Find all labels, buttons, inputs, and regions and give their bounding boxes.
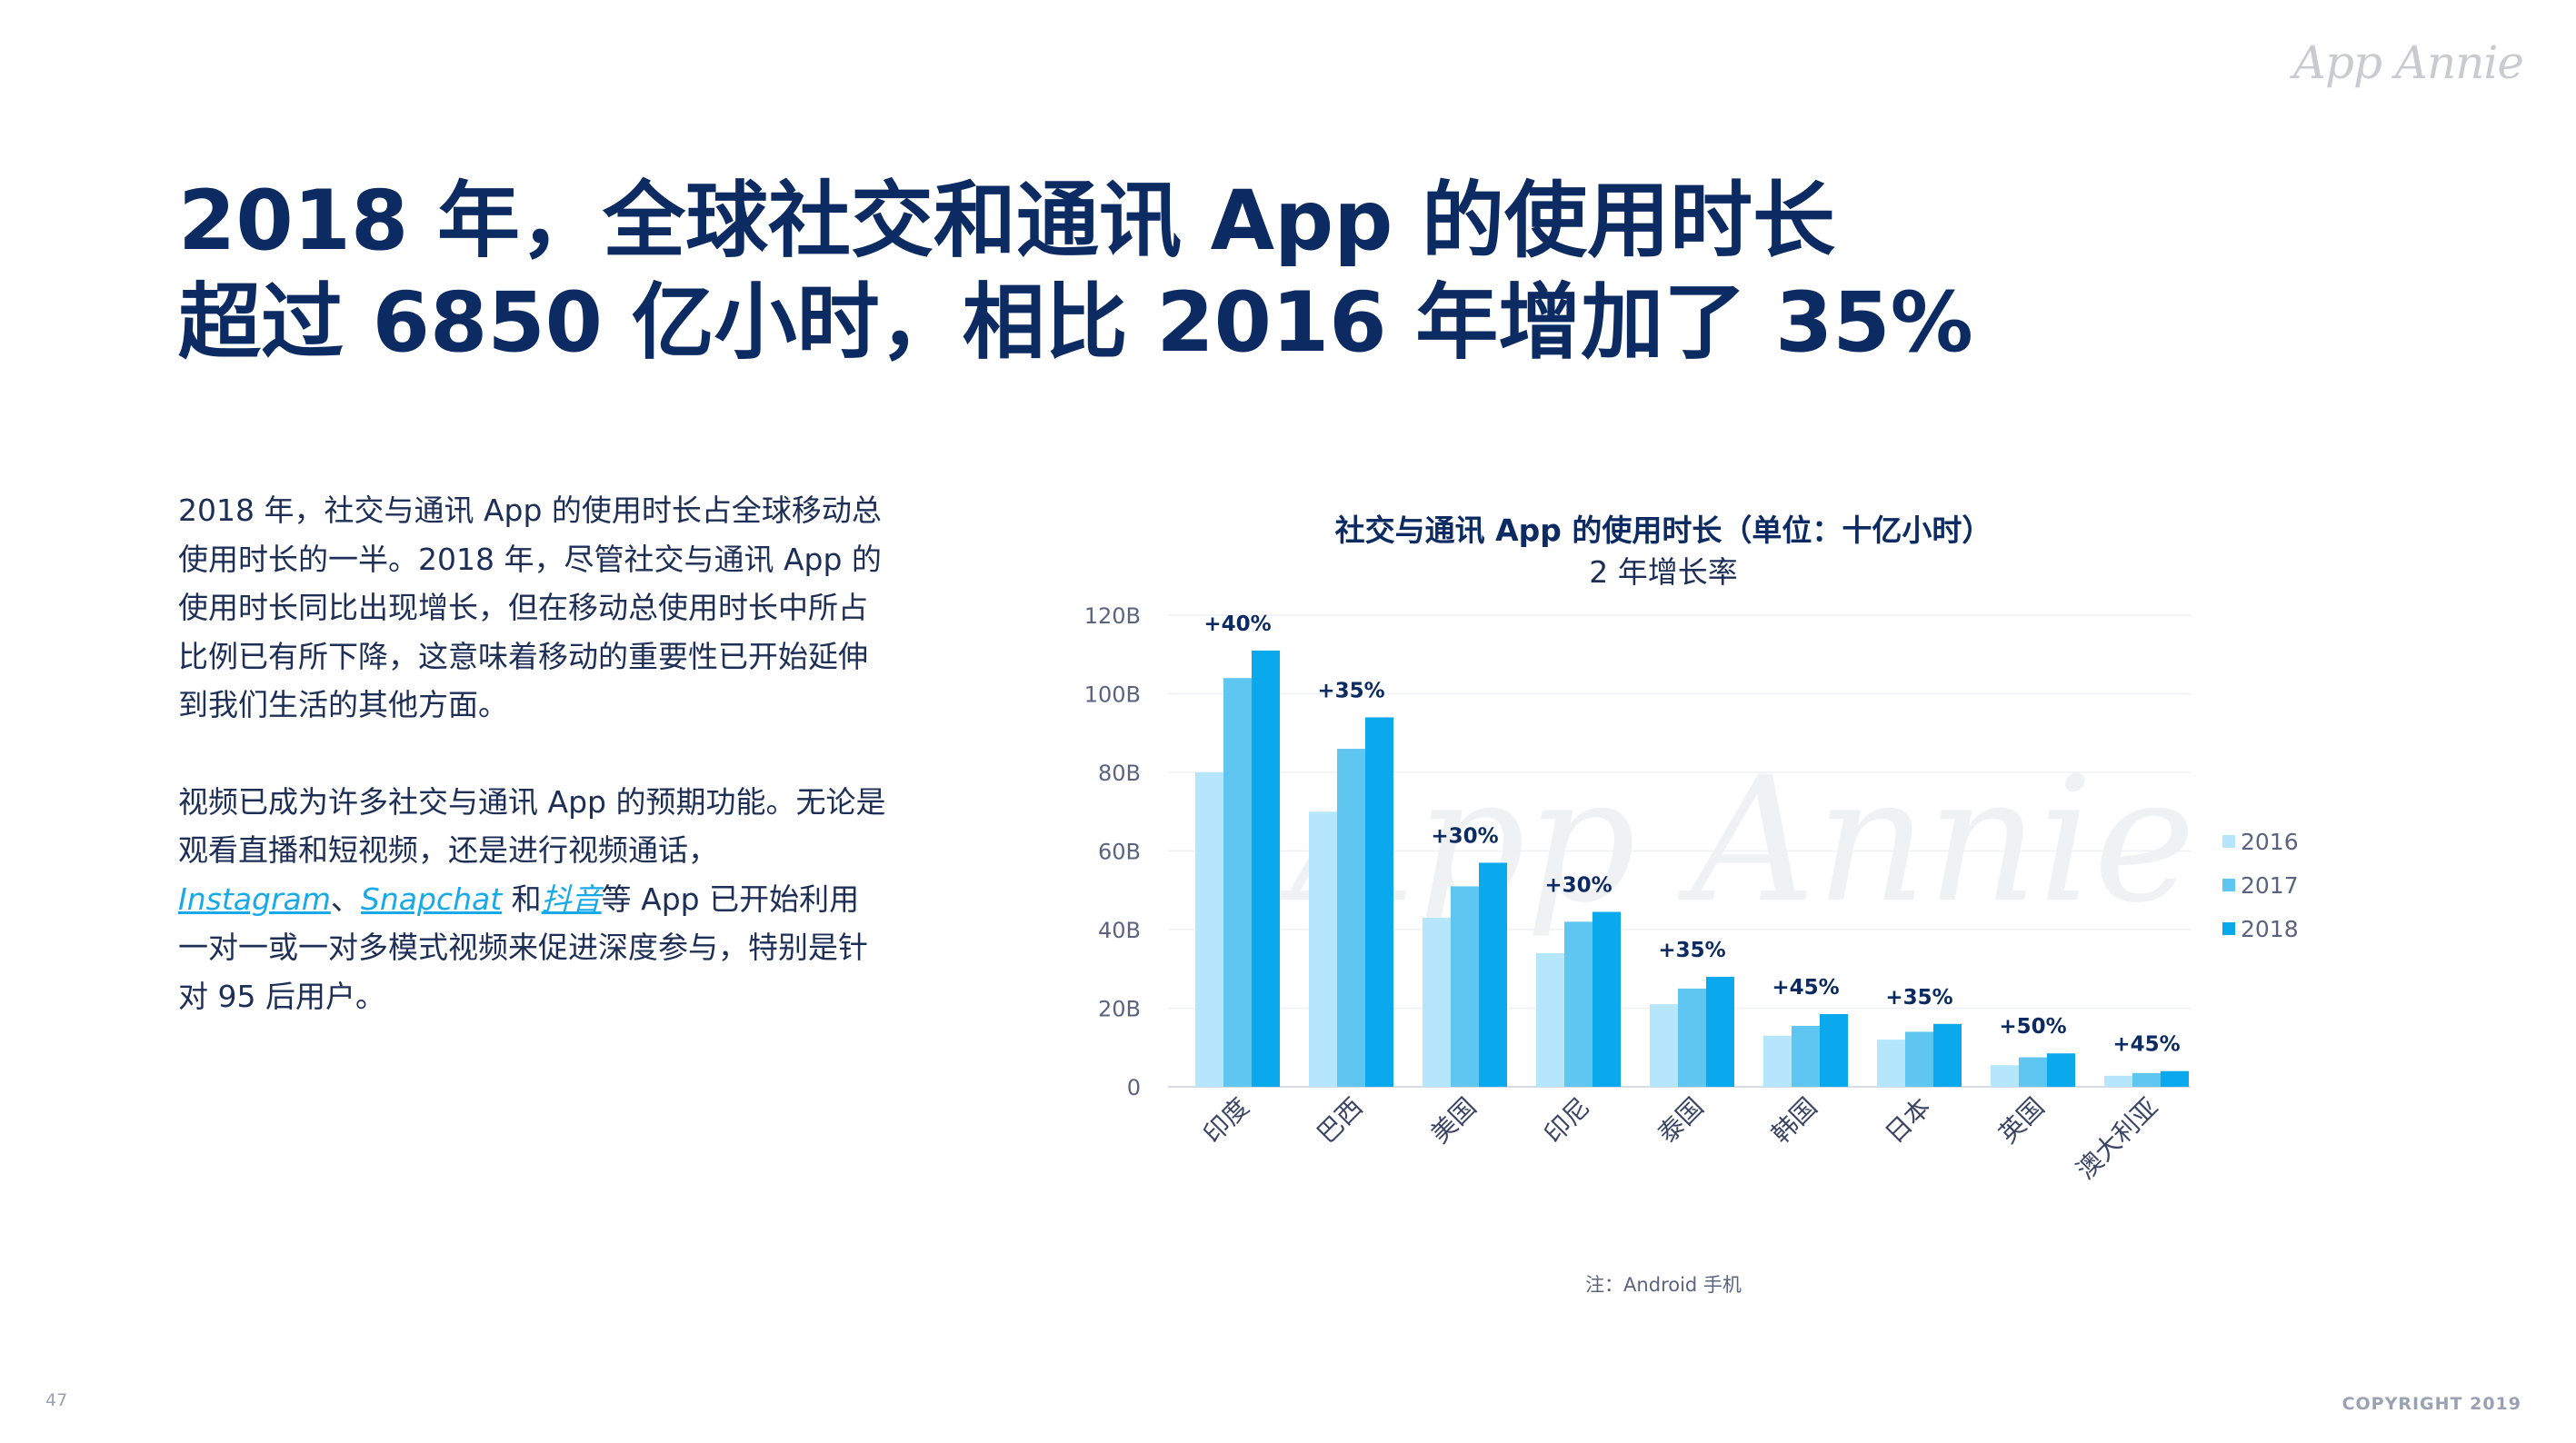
legend-label: 2016 <box>2241 828 2299 855</box>
bar-2016 <box>1650 1004 1678 1087</box>
y-tick-label: 120B <box>1084 603 1141 629</box>
growth-label: +30% <box>1431 824 1498 848</box>
bar-2018 <box>1252 650 1280 1087</box>
body-text: 2018 年，社交与通讯 App 的使用时长占全球移动总使用时长的一半。2018… <box>178 486 887 1020</box>
separator-1: 、 <box>330 881 361 917</box>
growth-label: +35% <box>1885 986 1952 1010</box>
bar-2016 <box>1536 952 1564 1087</box>
instagram-link[interactable]: Instagram <box>178 881 331 917</box>
category-label: 日本 <box>1880 1092 1937 1149</box>
footnote: 注：Android 手机 <box>1585 1274 1742 1296</box>
bar-2018 <box>2047 1053 2075 1087</box>
category-label: 美国 <box>1425 1092 1483 1149</box>
app-annie-logo: App Annie <box>2292 36 2524 89</box>
bar-2016 <box>1423 918 1451 1087</box>
page-title-line-1: 2018 年，全球社交和通讯 App 的使用时长 <box>178 174 1836 269</box>
legend-item-2018: 2018 <box>2222 907 2299 950</box>
growth-label: +45% <box>1772 976 1839 1000</box>
growth-label: +50% <box>1999 1015 2066 1039</box>
category-label: 印度 <box>1198 1092 1255 1149</box>
legend-label: 2017 <box>2241 871 2299 899</box>
category-label: 韩国 <box>1766 1092 1823 1149</box>
body-paragraph-2: 视频已成为许多社交与通讯 App 的预期功能。无论是观看直播和短视频，还是进行视… <box>178 778 887 1021</box>
growth-label: +40% <box>1203 612 1271 636</box>
category-label: 印尼 <box>1539 1092 1596 1149</box>
bar-2017 <box>1678 988 1706 1087</box>
body-paragraph-1: 2018 年，社交与通讯 App 的使用时长占全球移动总使用时长的一半。2018… <box>178 493 882 722</box>
bar-2017 <box>2019 1057 2047 1087</box>
bar-2016 <box>2104 1075 2132 1087</box>
category-label: 巴西 <box>1312 1092 1369 1149</box>
legend-swatch <box>2222 922 2235 935</box>
douyin-link[interactable]: 抖音 <box>541 881 602 917</box>
bar-2016 <box>1309 811 1337 1087</box>
page-number: 47 <box>45 1390 68 1410</box>
chart-subtitle: 2 年增长率 <box>1589 554 1738 590</box>
growth-label: +45% <box>2112 1033 2180 1057</box>
growth-label: +35% <box>1317 679 1384 702</box>
bar-2016 <box>1195 772 1223 1087</box>
category-label: 英国 <box>1993 1092 2051 1149</box>
bar-2016 <box>1991 1065 2019 1087</box>
chart-legend: 2016 2017 2018 <box>2222 820 2299 950</box>
body-paragraph-2-start: 视频已成为许多社交与通讯 App 的预期功能。无论是观看直播和短视频，还是进行视… <box>178 783 886 869</box>
legend-label: 2018 <box>2241 915 2299 942</box>
chart-title: 社交与通讯 App 的使用时长（单位：十亿小时） <box>1334 513 1992 548</box>
bar-2017 <box>2132 1072 2161 1087</box>
chart-watermark: App Annie <box>1276 740 2195 940</box>
body-paragraph-2-end: 等 App 已开始利用一对一或一对多模式视频来促进深度参与，特别是针对 95 后… <box>178 881 868 1014</box>
legend-item-2016: 2016 <box>2222 820 2299 863</box>
bar-2018 <box>1820 1013 1848 1087</box>
separator-2: 和 <box>502 881 542 917</box>
legend-swatch <box>2222 879 2235 891</box>
bar-2018 <box>1479 862 1507 1087</box>
bar-2018 <box>1593 911 1621 1087</box>
y-tick-label: 40B <box>1098 918 1141 943</box>
bar-2017 <box>1337 749 1365 1087</box>
category-label: 泰国 <box>1652 1092 1710 1149</box>
snapchat-link[interactable]: Snapchat <box>360 881 503 917</box>
bar-2017 <box>1564 921 1593 1087</box>
y-tick-label: 100B <box>1084 682 1141 708</box>
legend-item-2017: 2017 <box>2222 863 2299 907</box>
bar-2017 <box>1451 886 1479 1087</box>
growth-label: +35% <box>1658 939 1725 962</box>
bar-2018 <box>1706 976 1734 1087</box>
bar-2017 <box>1223 678 1252 1087</box>
y-tick-label: 80B <box>1098 761 1141 786</box>
growth-label: +30% <box>1544 874 1612 898</box>
page-title: 2018 年，全球社交和通讯 App 的使用时长 超过 6850 亿小时，相比 … <box>178 171 2178 374</box>
bar-2018 <box>1933 1023 1962 1087</box>
legend-swatch <box>2222 835 2235 848</box>
page-title-line-2: 超过 6850 亿小时，相比 2016 年增加了 35% <box>178 275 1973 371</box>
y-tick-label: 60B <box>1098 840 1141 865</box>
bar-2018 <box>2161 1070 2189 1087</box>
bar-2016 <box>1877 1040 1905 1087</box>
bar-2016 <box>1763 1035 1792 1087</box>
category-label: 澳大利亚 <box>2071 1092 2164 1186</box>
y-tick-label: 20B <box>1098 997 1141 1022</box>
y-tick-label: 0 <box>1127 1075 1141 1100</box>
bar-2017 <box>1905 1031 1933 1087</box>
bar-2017 <box>1792 1025 1820 1087</box>
bar-chart: App Annie 0 20B 40B 60B 80B 100B 120B +40% 印度 +35%… <box>1084 603 2196 1186</box>
bar-2018 <box>1365 717 1393 1087</box>
copyright: COPYRIGHT 2019 <box>2341 1394 2521 1414</box>
